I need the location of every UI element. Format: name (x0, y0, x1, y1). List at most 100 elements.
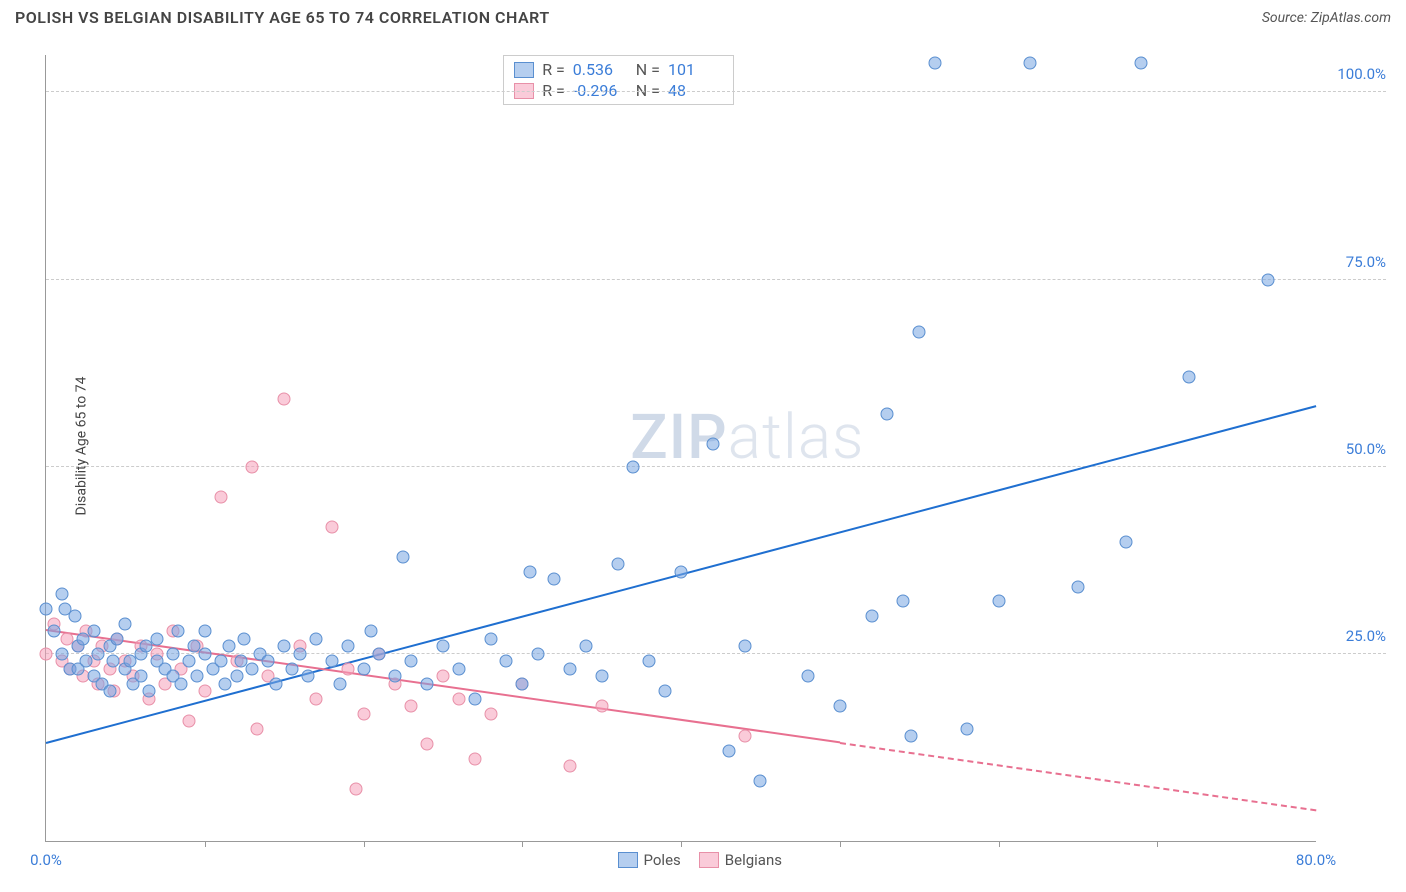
data-point (251, 722, 264, 735)
data-point (106, 655, 119, 668)
data-point (500, 655, 513, 668)
data-point (929, 56, 942, 69)
data-point (722, 745, 735, 758)
data-point (111, 632, 124, 645)
data-point (214, 655, 227, 668)
data-point (341, 640, 354, 653)
r-value: 0.536 (573, 60, 628, 79)
data-point (198, 625, 211, 638)
data-point (1135, 56, 1148, 69)
data-point (659, 685, 672, 698)
data-point (484, 707, 497, 720)
data-point (286, 662, 299, 675)
data-point (143, 685, 156, 698)
data-point (992, 595, 1005, 608)
x-tick (840, 841, 841, 847)
data-point (278, 640, 291, 653)
data-point (738, 640, 751, 653)
data-point (151, 632, 164, 645)
data-point (198, 685, 211, 698)
data-point (309, 692, 322, 705)
legend-item: Poles (618, 851, 681, 869)
data-point (421, 737, 434, 750)
data-point (563, 760, 576, 773)
source-attribution: Source: ZipAtlas.com (1262, 10, 1391, 26)
y-tick-label: 25.0% (1326, 627, 1386, 645)
x-tick (681, 841, 682, 847)
legend-swatch (514, 62, 534, 78)
chart-title: POLISH VS BELGIAN DISABILITY AGE 65 TO 7… (15, 8, 550, 27)
x-tick (364, 841, 365, 847)
data-point (1262, 273, 1275, 286)
x-tick (205, 841, 206, 847)
data-point (738, 730, 751, 743)
data-point (135, 670, 148, 683)
data-point (230, 670, 243, 683)
legend-swatch (618, 852, 638, 868)
data-point (595, 700, 608, 713)
data-point (865, 610, 878, 623)
series-legend: PolesBelgians (618, 851, 782, 869)
data-point (516, 677, 529, 690)
data-point (833, 700, 846, 713)
data-point (40, 647, 53, 660)
data-point (278, 393, 291, 406)
data-point (182, 655, 195, 668)
data-point (960, 722, 973, 735)
n-label: N = (636, 60, 660, 79)
gridline (46, 279, 1386, 280)
data-point (103, 685, 116, 698)
data-point (174, 677, 187, 690)
data-point (548, 573, 561, 586)
data-point (301, 670, 314, 683)
trend-line (840, 742, 1317, 811)
data-point (579, 640, 592, 653)
x-tick (1157, 841, 1158, 847)
data-point (881, 408, 894, 421)
data-point (468, 752, 481, 765)
data-point (341, 662, 354, 675)
data-point (373, 647, 386, 660)
data-point (1183, 370, 1196, 383)
data-point (611, 558, 624, 571)
data-point (524, 565, 537, 578)
gridline (46, 653, 1386, 654)
data-point (643, 655, 656, 668)
data-point (627, 460, 640, 473)
data-point (913, 325, 926, 338)
r-label: R = (542, 60, 565, 79)
data-point (357, 662, 370, 675)
y-tick-label: 50.0% (1326, 440, 1386, 458)
legend-label: Poles (644, 851, 681, 869)
data-point (190, 670, 203, 683)
data-point (55, 647, 68, 660)
data-point (79, 655, 92, 668)
data-point (405, 700, 418, 713)
data-point (262, 655, 275, 668)
data-point (532, 647, 545, 660)
n-value: 101 (668, 60, 723, 79)
data-point (294, 647, 307, 660)
data-point (325, 520, 338, 533)
data-point (198, 647, 211, 660)
data-point (357, 707, 370, 720)
data-point (40, 602, 53, 615)
x-tick (522, 841, 523, 847)
data-point (675, 565, 688, 578)
data-point (405, 655, 418, 668)
data-point (468, 692, 481, 705)
y-tick-label: 75.0% (1326, 253, 1386, 271)
data-point (365, 625, 378, 638)
data-point (309, 632, 322, 645)
data-point (436, 670, 449, 683)
x-tick-label: 80.0% (1296, 851, 1336, 869)
data-point (182, 715, 195, 728)
data-point (325, 655, 338, 668)
data-point (452, 662, 465, 675)
data-point (119, 617, 132, 630)
data-point (595, 670, 608, 683)
correlation-stats-legend: R =0.536N =101R =-0.296N =48 (503, 55, 734, 105)
data-point (47, 625, 60, 638)
data-point (897, 595, 910, 608)
data-point (802, 670, 815, 683)
